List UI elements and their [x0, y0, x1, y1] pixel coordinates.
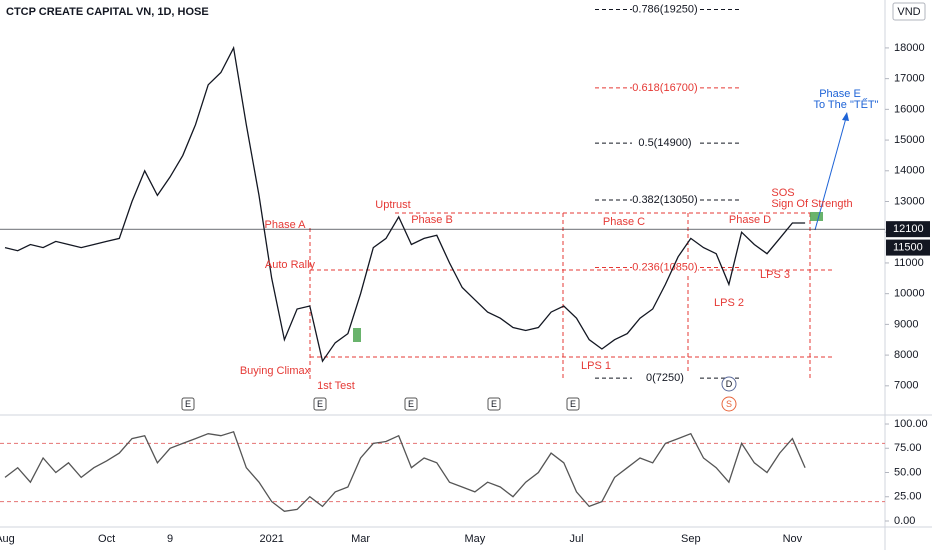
y-tick-label: 10000 — [894, 288, 925, 300]
x-tick-label: 2021 — [259, 533, 283, 545]
y-tick-label: 17000 — [894, 73, 925, 85]
x-tick-label: Mar — [351, 533, 370, 545]
x-tick-label: Jul — [569, 533, 583, 545]
annotation: Auto Rally — [265, 259, 316, 271]
fib-label: 0(7250) — [646, 372, 684, 384]
annotation: Phase E — [819, 88, 861, 100]
series-line — [4, 45, 806, 363]
price-label-box — [886, 221, 930, 238]
y-tick-label: 18000 — [894, 42, 925, 54]
y-tick-label: 16000 — [894, 103, 925, 115]
y-tick-label: 14000 — [894, 165, 925, 177]
y-tick-label: 100.00 — [894, 418, 928, 430]
fib-label-bg — [632, 372, 698, 385]
phase-boxes — [309, 212, 835, 380]
annotation: 1st Test — [317, 380, 355, 392]
annotation: SOS — [771, 187, 794, 199]
annotation: Phase A — [265, 219, 307, 231]
annotation: Buying Climax — [240, 365, 311, 377]
chart-title: CTCP CREATE CAPITAL VN, 1D, HOSE — [6, 6, 209, 18]
price-label-box — [886, 239, 930, 256]
x-tick-label: May — [465, 533, 486, 545]
x-tick-label: Sep — [681, 533, 701, 545]
annotation: LPS 2 — [714, 297, 744, 309]
event-label: E — [185, 399, 191, 409]
fib-label: 0.5(14900) — [638, 137, 691, 149]
annotation: Phase D — [729, 214, 771, 226]
annotation: Phase C — [603, 216, 645, 228]
marker-box — [810, 212, 823, 221]
event-label: E — [491, 399, 497, 409]
price-label: 11500 — [893, 241, 923, 253]
event-badge — [721, 396, 737, 412]
fib-label-bg — [632, 193, 698, 206]
fib-label: 0.236(10850) — [632, 261, 697, 273]
y-tick-label: 15000 — [894, 134, 925, 146]
x-tick-label: Aug — [0, 533, 15, 545]
fib-label-bg — [632, 137, 698, 150]
event-label: E — [408, 399, 414, 409]
annotation: LPS 1 — [581, 360, 611, 372]
fib-label-bg — [632, 3, 698, 16]
y-tick-label: 50.00 — [894, 466, 922, 478]
annotation: Uptrust — [375, 199, 410, 211]
event-label: E — [317, 399, 323, 409]
x-tick-label: Oct — [98, 533, 115, 545]
y-tick-label: 11000 — [894, 257, 924, 269]
annotation: To The "TẾT" — [813, 98, 878, 111]
y-tick-label: 9000 — [894, 318, 918, 330]
x-tick-label: 9 — [167, 533, 173, 545]
price-label: 12100 — [893, 223, 924, 235]
y-tick-label: 75.00 — [894, 442, 922, 454]
x-tick-label: Nov — [783, 533, 803, 545]
event-label: E — [570, 399, 576, 409]
y-tick-label: 8000 — [894, 349, 918, 361]
event-badge — [566, 397, 580, 411]
event-label: D — [726, 379, 733, 389]
event-badge — [181, 397, 195, 411]
currency: VND — [897, 6, 920, 18]
series-line — [4, 430, 806, 512]
fib-label: 0.786(19250) — [632, 3, 697, 15]
fib-label-bg — [632, 261, 698, 274]
y-tick-label: 13000 — [894, 195, 925, 207]
fib-label: 0.382(13050) — [632, 194, 697, 206]
currency-box — [892, 2, 926, 21]
y-tick-label: 0.00 — [894, 515, 915, 527]
arrow-head — [842, 112, 849, 121]
marker-box — [353, 328, 361, 342]
fib-label-bg — [632, 81, 698, 94]
event-badge — [404, 397, 418, 411]
event-label: S — [726, 399, 732, 409]
event-badge — [313, 397, 327, 411]
y-tick-label: 25.00 — [894, 491, 922, 503]
y-tick-label: 7000 — [894, 380, 918, 392]
event-badge — [721, 376, 737, 392]
annotation: Phase B — [411, 214, 453, 226]
annotation: Sign Of Strength — [771, 198, 852, 210]
arrow — [814, 117, 847, 231]
event-badge — [487, 397, 501, 411]
annotation: LPS 3 — [760, 269, 790, 281]
fib-label: 0.618(16700) — [632, 82, 697, 94]
